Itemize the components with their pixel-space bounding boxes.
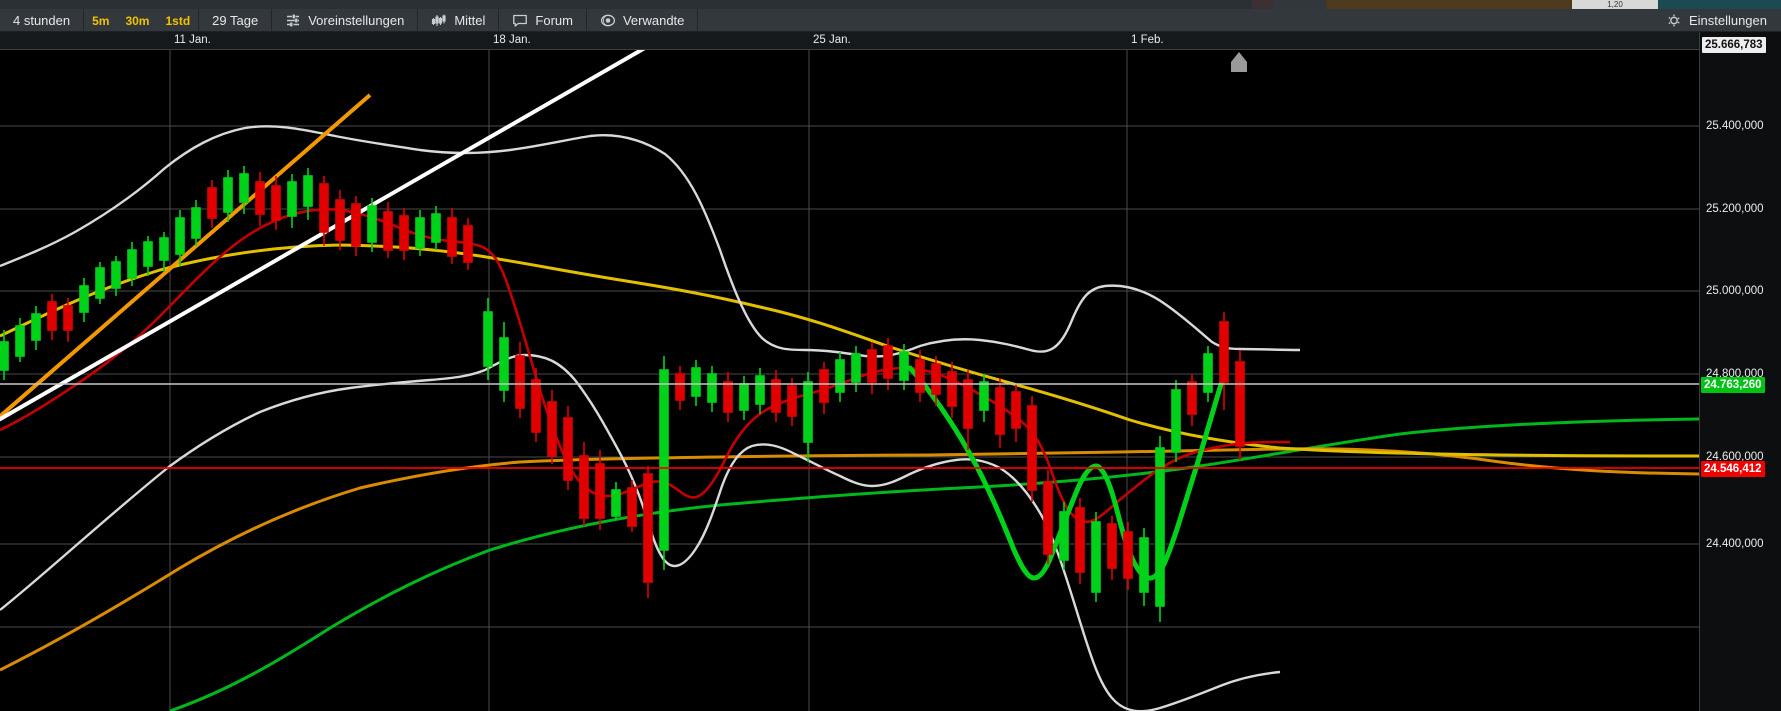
background-window-strip: 1,20 bbox=[0, 0, 1781, 9]
price-tick-label: 25.000,000 bbox=[1706, 285, 1764, 297]
toolbar-spacer bbox=[698, 9, 1652, 32]
presets-button[interactable]: Voreinstellungen bbox=[272, 9, 419, 32]
bg-segment bbox=[0, 0, 1252, 9]
date-tick-label: 11 Jan. bbox=[174, 34, 211, 46]
trendline-orange bbox=[0, 93, 372, 419]
settings-label: Einstellungen bbox=[1688, 12, 1767, 28]
average-button[interactable]: Mittel bbox=[418, 9, 500, 32]
chart-plot-area[interactable] bbox=[0, 50, 1699, 711]
trendline-white bbox=[0, 50, 646, 422]
bg-segment bbox=[1658, 0, 1781, 9]
price-axis-top-badge: 25.666,783 bbox=[1702, 37, 1766, 53]
price-tick-label: 25.400,000 bbox=[1706, 120, 1764, 132]
ma-long-line bbox=[169, 417, 1699, 711]
price-axis[interactable]: 25.666,783 25.400,000 25.200,000 25.000,… bbox=[1699, 32, 1781, 711]
bg-segment bbox=[1326, 0, 1572, 9]
date-axis: 11 Jan. 18 Jan. 25 Jan. 1 Feb. bbox=[0, 32, 1781, 50]
presets-label: Voreinstellungen bbox=[308, 13, 405, 28]
related-button[interactable]: Verwandte bbox=[587, 9, 699, 32]
speech-bubble-icon bbox=[512, 13, 528, 28]
date-tick-label: 18 Jan. bbox=[493, 34, 531, 46]
range-selector[interactable]: 29 Tage bbox=[199, 9, 273, 32]
candlestick-icon bbox=[431, 13, 447, 28]
range-label: 29 Tage bbox=[212, 13, 259, 28]
quick-timeframe-5m[interactable]: 5m bbox=[92, 13, 110, 28]
horizontal-gridlines bbox=[0, 125, 1699, 628]
related-label: Verwandte bbox=[622, 13, 685, 28]
ma-medium-line bbox=[0, 243, 1699, 458]
chart-toolbar: 4 stunden 5m 30m 1std 29 Tage bbox=[0, 9, 1781, 32]
average-label: Mittel bbox=[454, 13, 486, 28]
drawn-green-path bbox=[907, 365, 1229, 581]
bollinger-lower-line bbox=[0, 353, 1281, 711]
quick-timeframe-1std[interactable]: 1std bbox=[165, 13, 191, 28]
settings-button[interactable]: Einstellungen bbox=[1652, 9, 1781, 31]
eye-icon bbox=[600, 13, 616, 28]
bg-segment bbox=[1252, 0, 1274, 9]
quick-timeframe-30m[interactable]: 30m bbox=[125, 13, 150, 28]
forum-label: Forum bbox=[535, 13, 573, 28]
timeframe-selector[interactable]: 4 stunden bbox=[0, 9, 85, 32]
ma-slow-line bbox=[0, 447, 1699, 672]
bg-value-label: 1,20 bbox=[1572, 0, 1658, 9]
last-price-badge: 24.763,260 bbox=[1701, 377, 1765, 393]
price-tick-label: 25.200,000 bbox=[1706, 203, 1764, 215]
quick-timeframe-group: 5m 30m 1std bbox=[84, 9, 200, 32]
bg-segment bbox=[1274, 0, 1326, 9]
sliders-icon bbox=[285, 13, 301, 28]
forum-button[interactable]: Forum bbox=[499, 9, 587, 32]
date-tick-label: 1 Feb. bbox=[1131, 34, 1164, 46]
timeframe-label: 4 stunden bbox=[13, 13, 71, 28]
vertical-gridlines bbox=[169, 50, 1128, 711]
price-tick-label: 24.400,000 bbox=[1706, 538, 1764, 550]
event-marker-icon bbox=[1231, 52, 1247, 72]
alert-price-badge: 24.546,412 bbox=[1701, 461, 1765, 477]
price-tick-label: 24.600,000 bbox=[1706, 451, 1764, 463]
date-tick-label: 25 Jan. bbox=[813, 34, 851, 46]
gear-icon bbox=[1666, 13, 1682, 28]
bollinger-upper-line bbox=[0, 125, 1301, 358]
